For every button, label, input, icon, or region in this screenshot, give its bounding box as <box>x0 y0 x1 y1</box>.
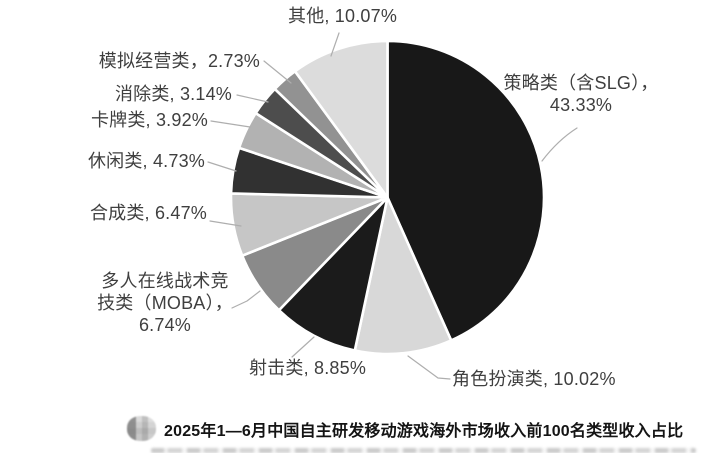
leader-line-moba <box>231 290 261 309</box>
leader-line-card <box>210 120 251 128</box>
pie-slice-2 <box>353 196 453 356</box>
leader-lines-group <box>207 32 578 380</box>
leader-line-casual <box>207 161 237 172</box>
leader-line-others <box>330 32 340 57</box>
slice-label-moba: 多人在线战术竞 技类（MOBA）， 6.74% <box>97 271 233 335</box>
pie-slice-3 <box>277 196 389 352</box>
leader-line-rpg <box>407 355 451 380</box>
chart-title: 2025年1—6月中国自主研发移动游戏海外市场收入前100名类型收入占比 <box>164 422 684 440</box>
slice-label-casual: 休闲类, 4.73% <box>87 151 205 171</box>
slice-label-strategy: 策略类（含SLG）， 43.33% <box>503 73 659 115</box>
leader-line-elimination <box>236 94 269 103</box>
chart-caption-row: 2025年1—6月中国自主研发移动游戏海外市场收入前100名类型收入占比 <box>127 416 683 441</box>
slice-label-elimination: 消除类, 3.14% <box>114 84 232 104</box>
slice-label-synthesis: 合成类, 6.47% <box>89 203 207 223</box>
leader-line-strategy <box>541 127 578 162</box>
pie-slices-group <box>229 39 546 356</box>
slice-label-card: 卡牌类, 3.92% <box>90 110 208 130</box>
leader-line-shooting <box>291 336 315 358</box>
blurred-logo <box>127 416 156 441</box>
slice-label-rpg: 角色扮演类, 10.02% <box>452 369 616 389</box>
slice-label-shooting: 射击类, 8.85% <box>249 358 367 378</box>
leader-line-simulation <box>263 60 292 84</box>
pie-slice-10 <box>293 39 389 199</box>
leader-line-synthesis <box>209 220 242 227</box>
pie-slice-1 <box>386 39 546 342</box>
slice-label-simulation: 模拟经营类，2.73% <box>98 51 260 71</box>
slice-label-others: 其他, 10.07% <box>288 6 398 26</box>
cropped-next-line-artifact <box>151 448 696 453</box>
